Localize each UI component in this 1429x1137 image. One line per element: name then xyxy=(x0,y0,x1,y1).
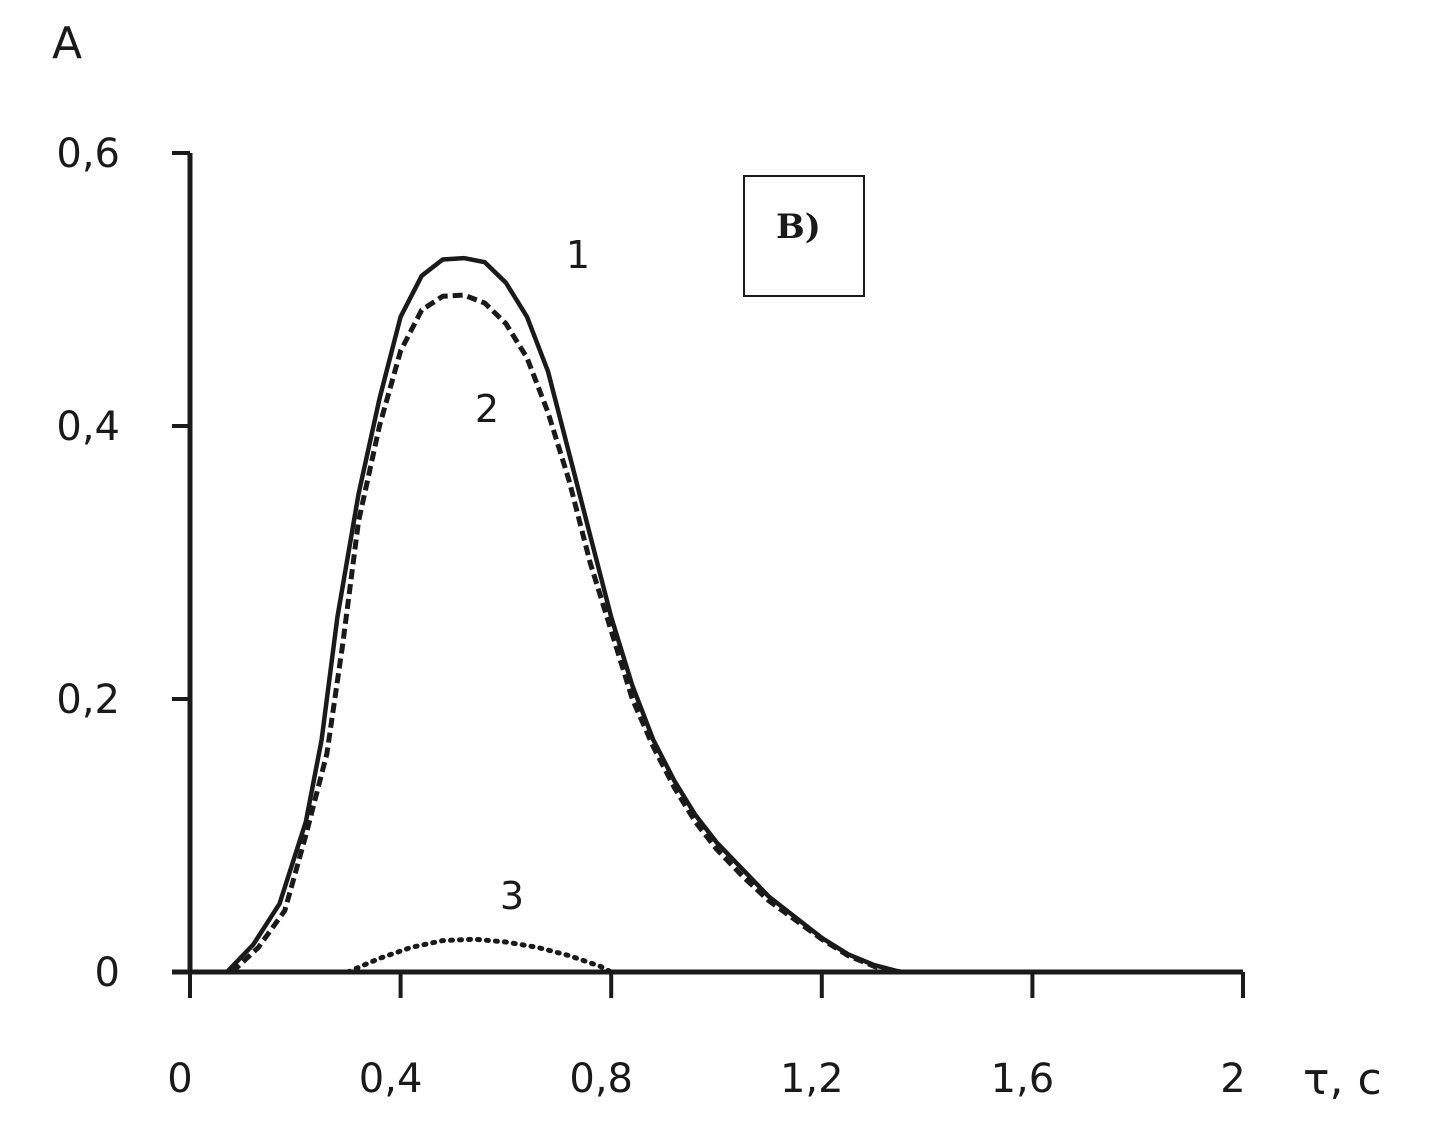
series-1-label: 1 xyxy=(566,233,590,277)
series-1-line xyxy=(225,255,902,975)
panel-label: В) xyxy=(776,207,821,247)
labels: 0 0,4 0,8 1,2 1,6 2 0 0,2 0,4 0,6 Aτ, с 1 2 3 xyxy=(52,18,1382,1105)
x-tick-label: 0,4 xyxy=(359,1056,423,1102)
y-tick-label: 0,6 xyxy=(56,131,120,177)
series-3-line xyxy=(345,936,614,975)
x-axis-label: τ, с xyxy=(1303,1054,1382,1105)
x-tick-label: 0 xyxy=(167,1056,192,1102)
panel-label-frame xyxy=(743,175,865,297)
axes xyxy=(172,151,1245,998)
y-tick-label: 0 xyxy=(95,950,120,996)
x-tick-label: 1,2 xyxy=(780,1056,844,1102)
y-tick-label: 0,4 xyxy=(56,404,120,450)
x-tick-label: 0,8 xyxy=(569,1056,633,1102)
panel-label-box: В) xyxy=(743,175,865,297)
x-tick-label: 1,6 xyxy=(991,1056,1055,1102)
series-2-label: 2 xyxy=(475,387,499,431)
y-tick-label: 0,2 xyxy=(56,677,120,723)
curves xyxy=(225,255,902,975)
x-tick-label: 2 xyxy=(1220,1056,1245,1102)
series-3-label: 3 xyxy=(500,874,524,918)
series-2-line xyxy=(230,292,902,975)
y-axis-label: A xyxy=(52,18,82,69)
